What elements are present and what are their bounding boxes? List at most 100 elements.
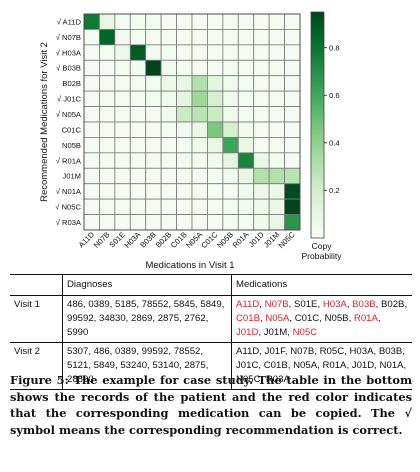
heatmap-cell xyxy=(207,13,224,30)
heatmap-cell xyxy=(191,137,208,154)
heatmap-cell xyxy=(237,214,255,231)
x-tick-label: B02B xyxy=(154,230,174,250)
heatmap-cell xyxy=(114,59,131,77)
heatmap-cell xyxy=(160,137,177,154)
heatmap-cell xyxy=(237,106,255,123)
medication-code: B03B xyxy=(378,346,403,357)
heatmap-cell xyxy=(160,75,177,92)
heatmap-cell xyxy=(114,183,131,200)
heatmap-cell xyxy=(145,121,162,138)
heatmap-cell xyxy=(129,44,147,61)
medication-code: J01F xyxy=(264,346,285,357)
header-blank xyxy=(10,274,63,296)
heatmap-cell xyxy=(176,90,193,107)
heatmap-cell xyxy=(129,90,147,107)
heatmap-cell xyxy=(268,106,285,123)
medication-code: C01B xyxy=(236,313,260,324)
heatmap-cell xyxy=(284,44,301,61)
heatmap-cell xyxy=(145,75,162,92)
heatmap-cell xyxy=(284,90,301,107)
heatmap-cell xyxy=(114,44,131,61)
heatmap-cell xyxy=(145,44,162,61)
heatmap-cell xyxy=(222,29,239,46)
y-tick-label: √ B03B xyxy=(56,64,81,73)
heatmap-cell xyxy=(253,75,270,92)
heatmap-cell xyxy=(129,75,147,92)
visit-1-medications: A11D, N07B, S01E, H03A, B03B, B02B, C01B… xyxy=(236,299,408,338)
heatmap-cell xyxy=(129,13,147,30)
heatmap-cell xyxy=(268,75,285,92)
medication-code: N05A xyxy=(293,360,318,371)
x-axis-label: Medications in Visit 1 xyxy=(145,260,234,271)
medication-code: J01D xyxy=(351,360,375,371)
heatmap-cell xyxy=(253,44,270,61)
y-axis-label: Recommended Medications for Visit 2 xyxy=(39,42,50,202)
y-tick-label: N05B xyxy=(62,141,81,150)
heatmap-cell xyxy=(176,44,193,61)
heatmap-cell xyxy=(253,214,270,231)
heatmap-cell xyxy=(83,152,100,169)
colorbar-tick-label: 0.6 xyxy=(329,91,340,100)
heatmap-cell xyxy=(207,44,224,61)
heatmap-cell xyxy=(253,198,270,215)
medication-code: A11D xyxy=(236,346,260,357)
y-tick-label: J01M xyxy=(62,172,81,181)
heatmap-cell xyxy=(99,198,116,215)
heatmap-cell xyxy=(191,198,208,215)
heatmap-cell xyxy=(284,137,301,154)
heatmap-cell xyxy=(145,167,162,185)
heatmap-cell xyxy=(176,121,193,138)
medication-code: N01A xyxy=(379,360,404,371)
heatmap-cell xyxy=(114,167,131,185)
y-tick-label: √ N05A xyxy=(56,110,82,119)
heatmap-cell xyxy=(129,59,147,77)
heatmap-cell xyxy=(207,214,224,231)
heatmap-cell xyxy=(129,106,147,123)
heatmap-cell xyxy=(222,75,239,92)
heatmap-cell xyxy=(114,214,131,231)
heatmap-cell xyxy=(191,214,208,231)
medication-code: N07B xyxy=(264,299,289,310)
y-tick-label: √ N05C xyxy=(55,203,81,212)
heatmap-cell xyxy=(253,137,270,154)
visit-2-diagnoses: 5307, 486, 0389, 99592, 78552, 5121, 584… xyxy=(62,342,232,390)
heatmap-cell xyxy=(114,121,131,138)
medication-code: H03A xyxy=(322,299,347,310)
medication-code: R03A xyxy=(265,374,290,385)
table-header-row: Diagnoses Medications xyxy=(10,274,412,296)
heatmap-cell xyxy=(83,59,100,77)
x-tick-labels: A11DN07BS01EH03AB03BB02BC01BN05AC01CN05B… xyxy=(77,229,297,250)
x-tick-label: S01E xyxy=(107,230,127,250)
heatmap-cell xyxy=(207,75,224,92)
heatmap-cell xyxy=(268,121,285,138)
heatmap-cell xyxy=(284,59,301,77)
heatmap-cell xyxy=(191,167,208,185)
heatmap-cell xyxy=(191,75,208,92)
heatmap-cell xyxy=(114,137,131,154)
y-tick-label: √ N07B xyxy=(56,33,81,42)
heatmap-cell xyxy=(145,152,162,169)
heatmap-cell xyxy=(222,137,239,154)
heatmap-cell xyxy=(83,167,100,185)
heatmap-cell xyxy=(268,90,285,107)
heatmap-cell xyxy=(99,167,116,185)
heatmap-cell xyxy=(99,183,116,200)
y-tick-label: C01C xyxy=(62,125,82,134)
medication-code: R05C xyxy=(319,346,345,357)
heatmap-cell xyxy=(99,121,116,138)
heatmap-cell xyxy=(222,59,239,77)
heatmap-cell xyxy=(268,214,285,231)
heatmap-cell xyxy=(114,75,131,92)
heatmap-cell xyxy=(207,137,224,154)
heatmap-cell xyxy=(222,198,239,215)
heatmap-cell xyxy=(83,183,100,200)
heatmap-cell xyxy=(99,152,116,169)
heatmap-cell xyxy=(129,121,147,138)
heatmap-cell xyxy=(207,183,224,200)
heatmap-cell xyxy=(129,137,147,154)
heatmap-cell xyxy=(129,29,147,46)
visit-1-diagnoses: 486, 0389, 5185, 78552, 5845, 5849, 9959… xyxy=(62,295,232,343)
heatmap-cell xyxy=(191,121,208,138)
heatmap-cell xyxy=(237,75,255,92)
heatmap-cell xyxy=(176,106,193,123)
